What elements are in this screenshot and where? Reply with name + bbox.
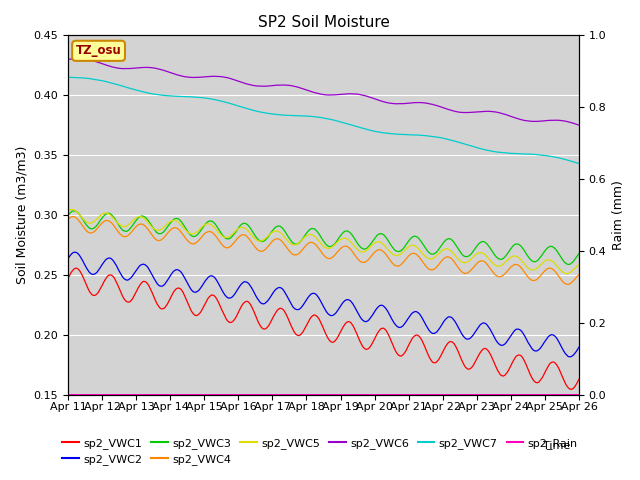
sp2_Rain [575,392,582,397]
sp2_VWC2 [575,345,582,350]
sp2_VWC3 [575,251,582,257]
sp2_VWC7 [575,160,582,166]
sp2_VWC1 [174,285,182,291]
sp2_VWC6 [575,122,582,128]
sp2_VWC2 [174,267,182,273]
sp2_VWC7 [64,74,72,80]
sp2_VWC5 [575,262,582,267]
sp2_VWC3 [207,218,214,224]
sp2_VWC2 [64,256,72,262]
sp2_VWC6 [74,56,82,61]
sp2_VWC4 [527,276,534,282]
sp2_VWC4 [563,281,571,287]
Text: TZ_osu: TZ_osu [76,44,122,57]
sp2_VWC7 [373,129,381,134]
sp2_VWC5 [382,244,390,250]
sp2_VWC3 [527,257,534,263]
sp2_VWC3 [575,251,583,256]
sp2_VWC3 [382,235,390,240]
sp2_VWC4 [207,229,214,235]
sp2_VWC2 [71,249,79,255]
sp2_Rain [64,392,72,397]
sp2_VWC4 [575,272,582,277]
sp2_VWC3 [174,216,182,221]
sp2_VWC7 [527,151,534,157]
sp2_VWC1 [575,376,583,382]
sp2_VWC7 [207,96,214,102]
sp2_VWC5 [174,219,182,225]
sp2_VWC6 [373,97,381,103]
sp2_VWC1 [527,372,534,378]
sp2_VWC2 [527,344,534,349]
Line: sp2_VWC7: sp2_VWC7 [68,77,579,164]
Line: sp2_VWC6: sp2_VWC6 [68,59,579,125]
sp2_VWC1 [382,327,390,333]
sp2_VWC5 [64,208,72,214]
sp2_VWC5 [68,206,76,212]
sp2_VWC1 [72,265,80,271]
Legend: sp2_VWC1, sp2_VWC2, sp2_VWC3, sp2_VWC4, sp2_VWC5, sp2_VWC6, sp2_VWC7, sp2_Rain: sp2_VWC1, sp2_VWC2, sp2_VWC3, sp2_VWC4, … [58,433,582,469]
sp2_VWC6 [527,119,534,124]
sp2_Rain [575,392,583,397]
sp2_VWC1 [373,331,381,337]
sp2_Rain [373,392,381,397]
sp2_VWC6 [575,122,583,128]
sp2_VWC7 [382,130,390,136]
sp2_VWC2 [566,354,573,360]
sp2_VWC2 [207,273,214,279]
sp2_VWC2 [575,344,583,350]
sp2_VWC5 [563,271,571,276]
Line: sp2_VWC3: sp2_VWC3 [68,211,579,264]
sp2_Rain [207,392,214,397]
sp2_VWC4 [174,226,182,231]
sp2_VWC3 [70,208,78,214]
Text: Time: Time [543,441,570,451]
sp2_VWC7 [575,161,583,167]
sp2_Rain [173,392,181,397]
sp2_VWC4 [69,214,77,219]
sp2_VWC2 [373,305,381,311]
Y-axis label: Raim (mm): Raim (mm) [612,180,625,250]
sp2_VWC1 [64,276,72,281]
Line: sp2_VWC4: sp2_VWC4 [68,216,579,284]
sp2_VWC6 [382,99,390,105]
sp2_VWC1 [567,386,575,392]
sp2_Rain [527,392,534,397]
sp2_VWC5 [575,262,583,267]
sp2_VWC3 [64,213,72,218]
Title: SP2 Soil Moisture: SP2 Soil Moisture [257,15,389,30]
sp2_VWC3 [373,232,381,238]
sp2_VWC7 [173,94,181,99]
sp2_VWC1 [575,377,582,383]
sp2_VWC6 [64,57,72,62]
sp2_Rain [382,392,390,397]
sp2_VWC5 [527,267,534,273]
sp2_VWC3 [564,262,572,267]
sp2_VWC2 [382,306,390,312]
sp2_VWC4 [382,252,390,257]
Line: sp2_VWC2: sp2_VWC2 [68,252,579,357]
Y-axis label: Soil Moisture (m3/m3): Soil Moisture (m3/m3) [15,146,28,284]
sp2_VWC5 [373,239,381,245]
sp2_VWC5 [207,222,214,228]
sp2_VWC1 [207,292,214,298]
sp2_VWC4 [575,272,583,277]
Line: sp2_VWC5: sp2_VWC5 [68,209,579,274]
sp2_VWC6 [174,72,182,78]
sp2_VWC4 [373,248,381,253]
sp2_VWC4 [64,216,72,222]
sp2_VWC6 [207,73,214,79]
Line: sp2_VWC1: sp2_VWC1 [68,268,579,389]
